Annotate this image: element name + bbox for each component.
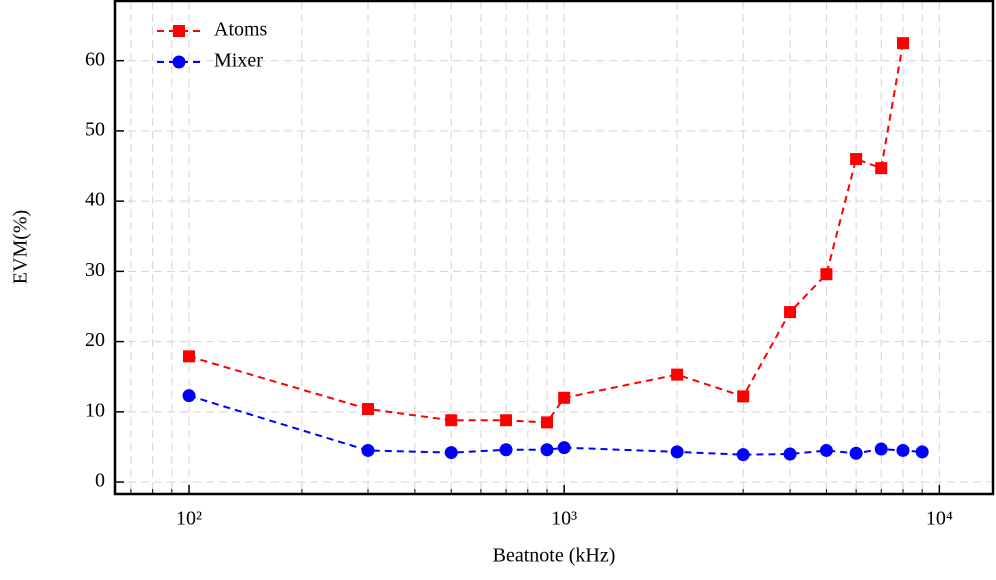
y-axis-label: EVM(%) xyxy=(10,210,32,284)
data-point xyxy=(558,391,571,404)
data-point xyxy=(500,414,513,427)
y-tick-label: 50 xyxy=(85,119,105,141)
plot-frame xyxy=(113,0,995,496)
data-point xyxy=(849,446,863,460)
data-point xyxy=(671,368,684,381)
data-point xyxy=(736,448,750,462)
data-point xyxy=(557,441,571,455)
data-point xyxy=(896,37,909,50)
series-line xyxy=(188,42,904,424)
x-axis-label: Beatnote (kHz) xyxy=(493,545,616,567)
data-point xyxy=(819,443,833,457)
data-point xyxy=(444,446,458,460)
data-point xyxy=(896,443,910,457)
y-tick-label: 30 xyxy=(85,259,105,281)
data-point xyxy=(182,350,195,363)
data-point xyxy=(783,447,797,461)
legend-label: Mixer xyxy=(214,50,263,72)
series-line xyxy=(188,394,923,456)
data-point xyxy=(499,443,513,457)
x-tick-label: 10³ xyxy=(551,508,577,530)
legend-marker xyxy=(172,55,186,69)
data-point xyxy=(540,443,554,457)
data-point xyxy=(541,416,554,429)
data-point xyxy=(915,445,929,459)
y-tick-label: 0 xyxy=(95,470,105,492)
data-point xyxy=(820,268,833,281)
y-tick-label: 20 xyxy=(85,329,105,351)
legend-label: Atoms xyxy=(214,19,268,41)
data-point xyxy=(784,306,797,319)
data-point xyxy=(361,443,375,457)
data-point xyxy=(875,162,888,175)
x-tick-label: 10⁴ xyxy=(926,508,953,530)
y-tick-label: 10 xyxy=(85,399,105,421)
legend-item: Atoms xyxy=(157,19,268,41)
data-point xyxy=(361,403,374,416)
data-point xyxy=(670,445,684,459)
legend-marker xyxy=(173,25,185,37)
data-point xyxy=(182,389,196,403)
legend-item: Mixer xyxy=(157,50,263,72)
data-point xyxy=(737,390,750,403)
data-point xyxy=(850,153,863,166)
x-tick-label: 10² xyxy=(176,508,202,530)
y-tick-label: 40 xyxy=(85,189,105,211)
data-point xyxy=(445,414,458,427)
y-tick-label: 60 xyxy=(85,48,105,70)
data-point xyxy=(874,442,888,456)
